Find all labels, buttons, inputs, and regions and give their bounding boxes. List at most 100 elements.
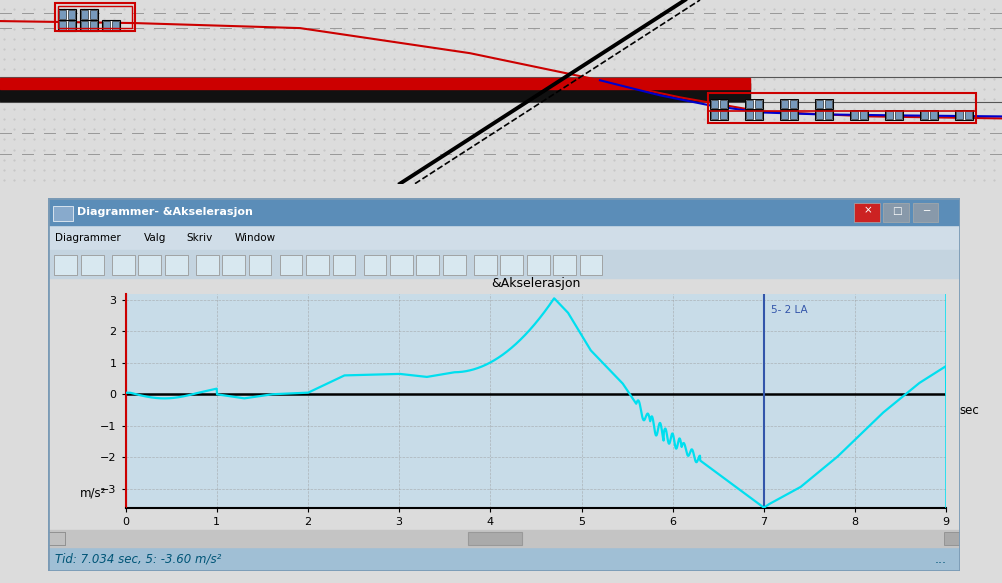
Bar [500, 255, 523, 275]
Bar [720, 100, 727, 108]
Title: &Akselerasjon: &Akselerasjon [491, 276, 580, 290]
Bar [81, 255, 104, 275]
Text: ...: ... [934, 553, 946, 566]
Bar [0, 78, 750, 89]
Bar [390, 255, 413, 275]
Bar [854, 203, 880, 222]
Bar [708, 93, 976, 124]
Bar [895, 111, 902, 120]
Bar [48, 198, 960, 225]
Bar [921, 111, 928, 120]
Bar [755, 111, 762, 120]
Bar [364, 255, 387, 275]
Bar [815, 110, 833, 121]
Bar [850, 110, 868, 121]
Bar [920, 110, 938, 121]
Bar [780, 99, 798, 110]
Bar [708, 93, 976, 111]
Bar [816, 111, 823, 120]
Bar [58, 9, 76, 20]
Bar [825, 111, 832, 120]
Text: m/s²: m/s² [80, 487, 106, 500]
Bar [417, 255, 439, 275]
Bar [112, 255, 134, 275]
Bar [103, 21, 110, 30]
Bar [195, 255, 218, 275]
Bar [333, 255, 356, 275]
Bar [164, 255, 187, 275]
Bar [580, 255, 602, 275]
Bar [138, 255, 161, 275]
Bar [102, 20, 120, 31]
Text: Window: Window [235, 233, 277, 243]
Bar [48, 547, 960, 571]
Bar [860, 111, 867, 120]
Bar [80, 9, 98, 20]
Bar [711, 100, 718, 108]
Bar [90, 21, 97, 30]
Text: ×: × [864, 206, 872, 216]
Bar [815, 99, 833, 110]
Bar [930, 111, 937, 120]
Bar [307, 255, 329, 275]
Bar [443, 255, 466, 275]
Bar [527, 255, 550, 275]
Bar [48, 531, 960, 547]
Bar [280, 255, 303, 275]
Bar [780, 110, 798, 121]
Bar [48, 532, 64, 545]
Bar [711, 111, 718, 120]
Bar [886, 111, 893, 120]
Bar [790, 100, 797, 108]
Bar [885, 110, 903, 121]
Bar [48, 225, 960, 251]
Bar [745, 99, 763, 110]
Bar [58, 20, 76, 31]
Bar [68, 21, 75, 30]
Text: Tid: 7.034 sec, 5: -3.60 m/s²: Tid: 7.034 sec, 5: -3.60 m/s² [55, 553, 221, 566]
Bar [81, 10, 88, 19]
Bar [955, 110, 973, 121]
Bar [112, 21, 119, 30]
Bar [59, 21, 66, 30]
Bar [474, 255, 497, 275]
Bar [80, 20, 98, 31]
Bar [965, 111, 972, 120]
Bar [816, 100, 823, 108]
Bar [468, 532, 522, 545]
Text: □: □ [892, 206, 902, 216]
Bar [746, 100, 753, 108]
Bar [0, 83, 750, 101]
Bar [746, 111, 753, 120]
Bar [913, 203, 938, 222]
Bar [745, 110, 763, 121]
Bar [68, 10, 75, 19]
Bar [825, 100, 832, 108]
Bar [81, 21, 88, 30]
Bar [851, 111, 858, 120]
Bar [48, 251, 960, 279]
Bar [53, 206, 73, 220]
Bar [248, 255, 272, 275]
Bar [755, 100, 762, 108]
Bar [720, 111, 727, 120]
Bar [222, 255, 245, 275]
Bar [710, 99, 728, 110]
Bar [90, 10, 97, 19]
Text: Skriv: Skriv [186, 233, 213, 243]
Bar [553, 255, 576, 275]
Bar [884, 203, 909, 222]
Bar [710, 110, 728, 121]
Text: Valg: Valg [144, 233, 166, 243]
Text: Diagrammer- &Akselerasjon: Diagrammer- &Akselerasjon [77, 206, 254, 217]
Text: Diagrammer: Diagrammer [55, 233, 121, 243]
Bar [956, 111, 963, 120]
Bar [944, 532, 960, 545]
Bar [48, 532, 64, 545]
Bar [59, 10, 66, 19]
Text: 5- 2 LA: 5- 2 LA [772, 304, 808, 315]
Bar [790, 111, 797, 120]
Text: sec: sec [960, 403, 980, 416]
Bar [58, 6, 132, 28]
Bar [781, 100, 788, 108]
